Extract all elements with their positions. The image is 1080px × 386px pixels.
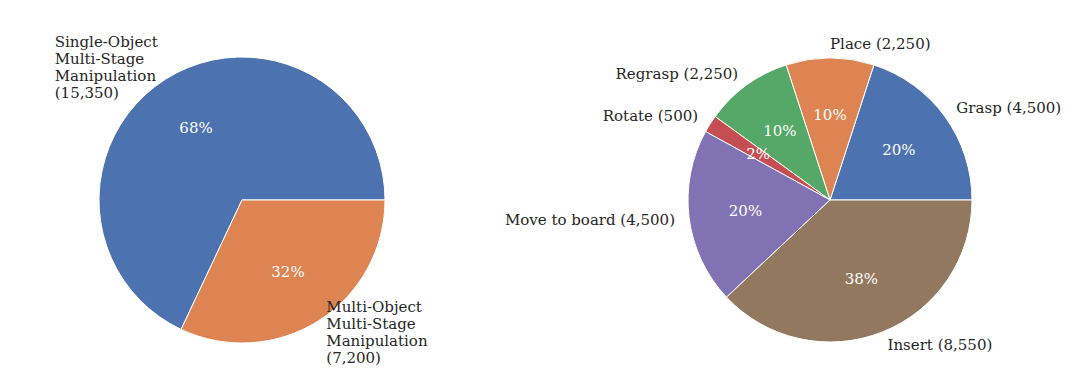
percent-label: 38% bbox=[845, 270, 878, 288]
chart-canvas: 68% Single-ObjectMulti-StageManipulation(… bbox=[0, 0, 1080, 386]
percent-label: 20% bbox=[729, 202, 762, 220]
percent-label: 10% bbox=[813, 106, 846, 124]
category-label: Rotate (500) bbox=[603, 107, 698, 125]
pie bbox=[688, 58, 972, 342]
percent-label: 2% bbox=[746, 145, 770, 163]
category-label: Move to board (4,500) bbox=[505, 211, 675, 229]
category-label: Insert (8,550) bbox=[888, 336, 993, 354]
percent-label: 20% bbox=[882, 141, 915, 159]
percent-label: 10% bbox=[763, 122, 796, 140]
category-label: Single-ObjectMulti-StageManipulation(15,… bbox=[55, 33, 158, 102]
category-label: Grasp (4,500) bbox=[956, 99, 1061, 117]
percent-label: 32% bbox=[271, 263, 304, 281]
pie-slice bbox=[726, 200, 972, 342]
category-label: Multi-ObjectMulti-StageManipulation(7,20… bbox=[326, 298, 428, 367]
percent-label: 68% bbox=[179, 119, 212, 137]
category-label: Place (2,250) bbox=[830, 35, 931, 53]
category-label: Regrasp (2,250) bbox=[616, 65, 739, 83]
